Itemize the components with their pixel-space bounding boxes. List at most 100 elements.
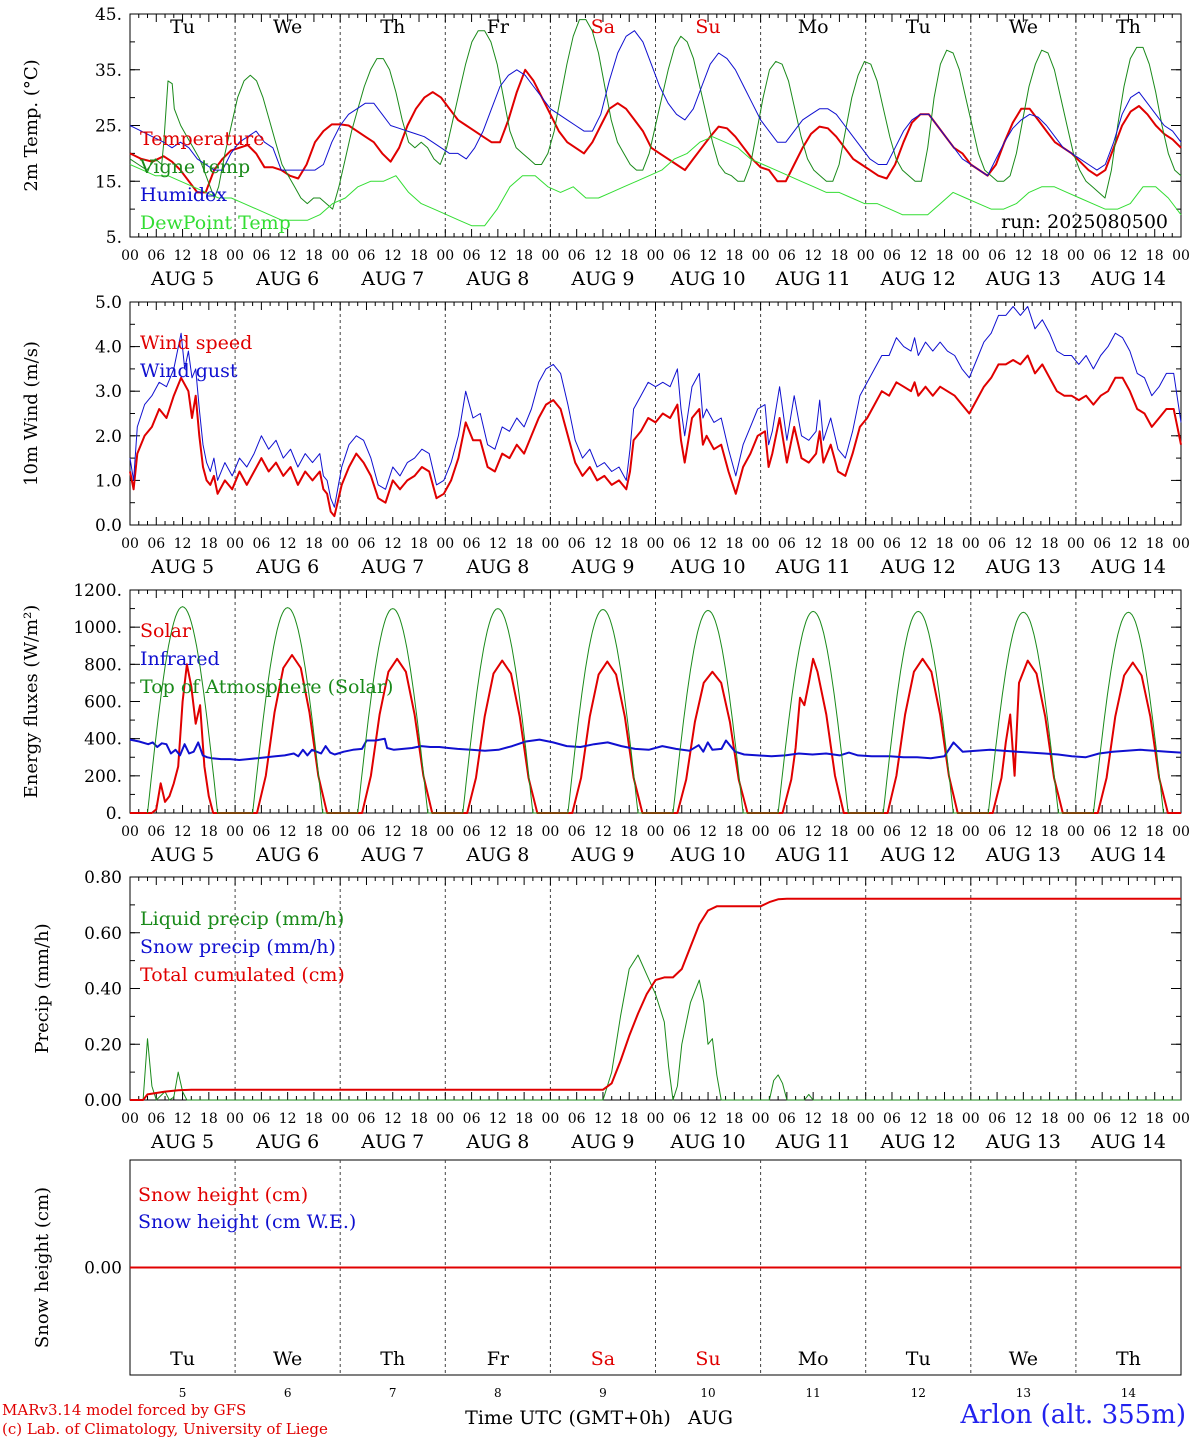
hour-label: 12 (909, 536, 927, 552)
run-label: run: 2025080500 (1001, 211, 1168, 233)
hour-label: 00 (962, 536, 980, 552)
hour-label: 06 (988, 248, 1006, 264)
hour-label: 06 (147, 824, 165, 840)
y-tick-label: 200. (84, 767, 122, 787)
day-name-label: Th (1116, 16, 1141, 38)
series-line-humidex (129, 30, 1182, 177)
hour-label: 00 (752, 1111, 770, 1127)
day-number-label: 7 (389, 1386, 397, 1400)
day-number-label: 13 (1016, 1386, 1031, 1400)
series-line-wind-gust (129, 306, 1182, 508)
hour-label: 00 (121, 536, 139, 552)
hour-label: 12 (594, 1111, 612, 1127)
hour-label: 18 (410, 536, 428, 552)
hour-label: 18 (620, 824, 638, 840)
y-tick-label: 0.40 (84, 980, 122, 1000)
hour-label: 12 (279, 1111, 297, 1127)
day-name-label: Su (695, 1348, 720, 1370)
hour-label: 00 (647, 1111, 665, 1127)
hour-label: 06 (883, 824, 901, 840)
hour-label: 00 (857, 824, 875, 840)
hour-label: 18 (410, 824, 428, 840)
credit-model: MARv3.14 model forced by GFS (2, 1401, 247, 1419)
hour-label: 12 (594, 824, 612, 840)
legend-label: Wind speed (140, 332, 252, 354)
day-number-label: 8 (494, 1386, 502, 1400)
date-label: AUG 7 (360, 844, 424, 866)
hour-label: 06 (568, 536, 586, 552)
date-label: AUG 13 (985, 556, 1061, 578)
hour-label: 18 (831, 824, 849, 840)
hour-label: 06 (358, 824, 376, 840)
date-label: AUG 13 (985, 1131, 1061, 1153)
hour-label: 12 (384, 536, 402, 552)
date-label: AUG 10 (669, 556, 745, 578)
hour-label: 18 (1146, 824, 1164, 840)
hour-label: 18 (1041, 824, 1059, 840)
y-tick-label: 800. (84, 655, 122, 675)
station-name: Arlon (alt. 355m) (960, 1400, 1186, 1430)
hour-label: 12 (804, 824, 822, 840)
hour-label: 00 (1067, 824, 1085, 840)
y-tick-label: 35. (95, 61, 122, 81)
hour-label: 00 (436, 824, 454, 840)
hour-label: 12 (489, 248, 507, 264)
date-label: AUG 10 (669, 268, 745, 290)
y-tick-label: 1200. (73, 581, 122, 601)
hour-label: 18 (725, 248, 743, 264)
hour-label: 00 (857, 248, 875, 264)
hour-label: 00 (331, 1111, 349, 1127)
hour-label: 18 (936, 824, 954, 840)
day-number-label: 14 (1121, 1386, 1137, 1400)
hour-label: 00 (436, 248, 454, 264)
date-label: AUG 9 (570, 1131, 634, 1153)
legend-label: DewPoint Temp (140, 212, 291, 234)
hour-label: 18 (1041, 1111, 1059, 1127)
y-axis-label: Precip (mm/h) (32, 923, 53, 1053)
hour-label: 18 (725, 536, 743, 552)
series-line-wind-speed (129, 354, 1182, 518)
hour-label: 12 (1014, 248, 1032, 264)
day-name-label: We (273, 1348, 302, 1370)
hour-label: 06 (1093, 1111, 1111, 1127)
y-tick-label: 5. (106, 228, 122, 248)
hour-label: 06 (778, 536, 796, 552)
hour-label: 18 (831, 248, 849, 264)
hour-label: 18 (1146, 1111, 1164, 1127)
hour-label: 06 (988, 824, 1006, 840)
hour-label: 12 (1014, 824, 1032, 840)
day-name-label: Tu (170, 16, 195, 38)
hour-label: 06 (147, 1111, 165, 1127)
hour-label: 06 (673, 536, 691, 552)
day-number-label: 9 (599, 1386, 607, 1400)
day-name-label: Mo (798, 16, 829, 38)
hour-label: 00 (226, 1111, 244, 1127)
hour-label: 00 (1172, 824, 1190, 840)
hour-label: 06 (778, 824, 796, 840)
y-tick-label: 600. (84, 693, 122, 713)
hour-label: 18 (620, 536, 638, 552)
date-label: AUG 5 (150, 1131, 214, 1153)
hour-label: 00 (1067, 1111, 1085, 1127)
month-label: AUG (687, 1407, 733, 1429)
hour-label: 06 (568, 1111, 586, 1127)
date-label: AUG 10 (669, 844, 745, 866)
date-label: AUG 10 (669, 1131, 745, 1153)
y-tick-label: 5.0 (95, 293, 122, 313)
y-tick-label: 0.00 (84, 1091, 122, 1111)
legend-label: Solar (140, 620, 192, 642)
hour-label: 06 (1093, 248, 1111, 264)
date-label: AUG 11 (775, 844, 851, 866)
hour-label: 00 (331, 824, 349, 840)
legend-label: Snow precip (mm/h) (140, 936, 336, 958)
hour-label: 06 (673, 824, 691, 840)
series-line-temperature (129, 68, 1182, 194)
day-name-label: Tu (170, 1348, 195, 1370)
series-line-dewpoint-temp (129, 136, 1182, 227)
hour-label: 00 (752, 824, 770, 840)
hour-label: 12 (699, 536, 717, 552)
hour-label: 00 (962, 248, 980, 264)
hour-label: 06 (463, 536, 481, 552)
hour-label: 00 (121, 824, 139, 840)
hour-label: 12 (804, 1111, 822, 1127)
